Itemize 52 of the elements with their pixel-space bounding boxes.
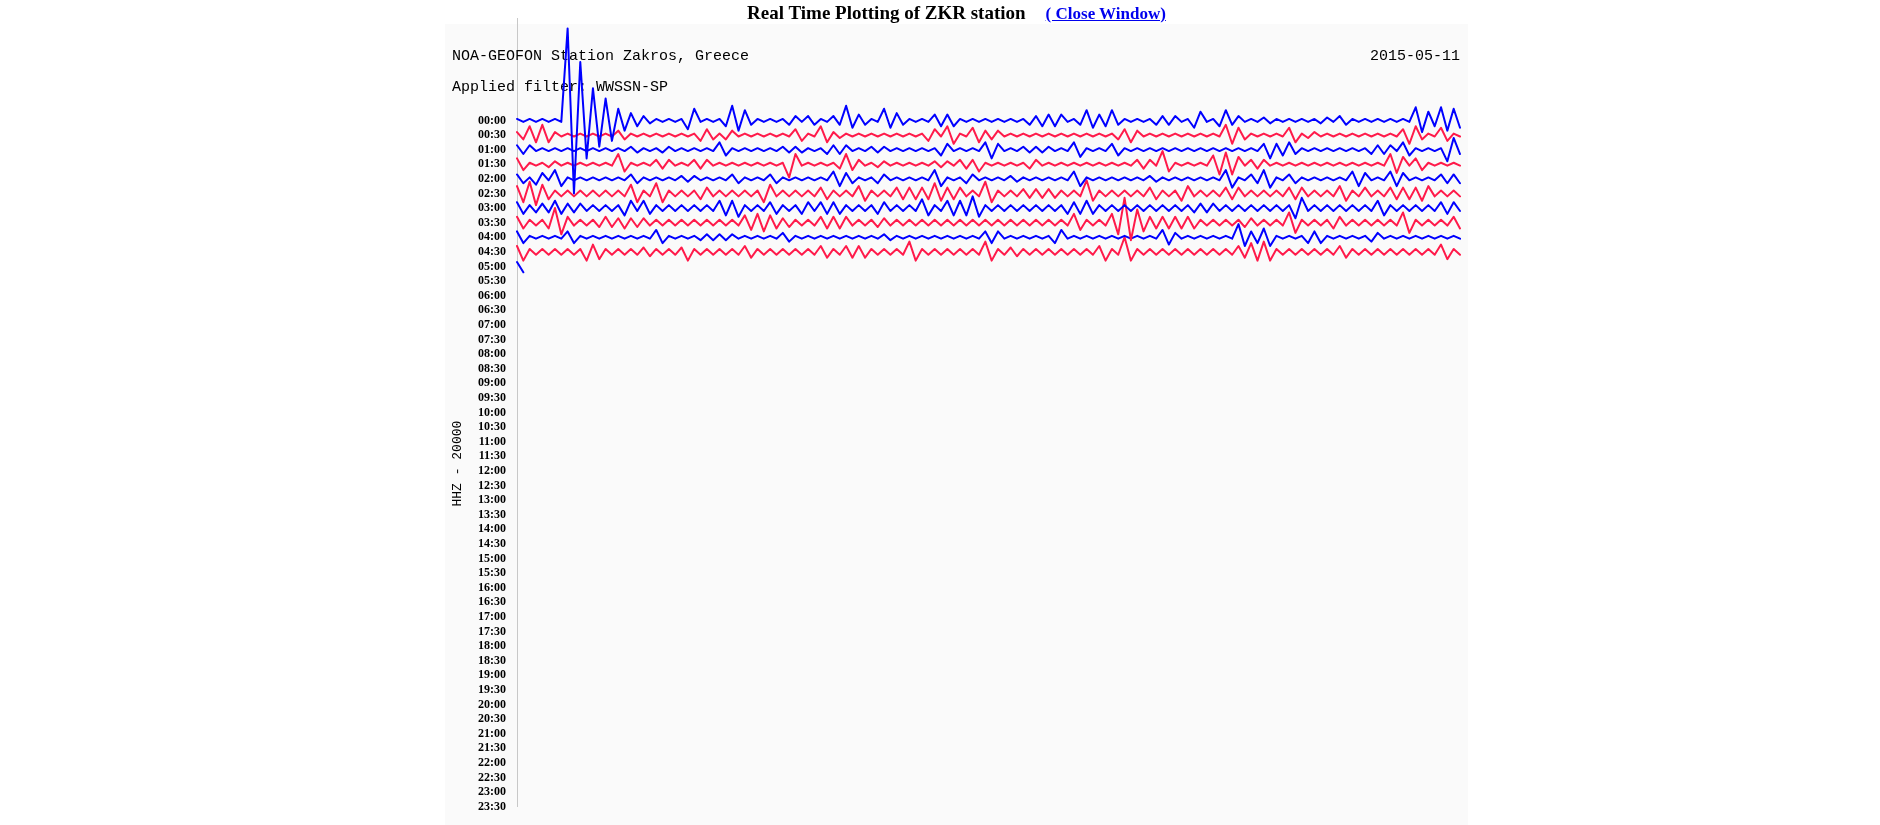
y-tick-label: 00:30: [478, 127, 506, 142]
annotation: ( Close Window): [1045, 4, 1166, 23]
annotation: 2015-05-11: [1369, 47, 1460, 65]
y-tick-label: 04:30: [478, 243, 506, 258]
y-axis-title: HHZ - 20000: [450, 420, 466, 507]
y-tick-label: 09:30: [478, 389, 506, 404]
y-tick-label: 22:00: [478, 755, 506, 770]
y-tick-label: 04:00: [478, 229, 506, 244]
y-tick-label: 15:30: [478, 565, 506, 580]
y-tick-label: 17:00: [478, 609, 506, 624]
y-tick-label: 16:30: [478, 594, 506, 609]
y-tick-label: 11:00: [478, 433, 506, 448]
y-tick-label: 02:30: [478, 185, 506, 200]
y-tick-label: 09:00: [478, 375, 506, 390]
y-tick-label: 21:00: [478, 725, 506, 740]
y-tick-label: 13:30: [478, 506, 506, 521]
y-tick-label: 08:00: [478, 346, 506, 361]
y-tick-label: 17:30: [478, 623, 506, 638]
y-tick-label: 18:00: [478, 638, 506, 653]
y-tick-label: 03:00: [478, 200, 506, 215]
y-tick-label: 20:00: [478, 696, 506, 711]
y-tick-label: 22:30: [478, 769, 506, 784]
y-tick-label: 19:30: [478, 682, 506, 697]
y-tick-label: 12:00: [478, 463, 506, 478]
y-tick-label: 16:00: [478, 579, 506, 594]
y-tick-label: 10:00: [478, 404, 506, 419]
y-tick-label: 13:00: [478, 492, 506, 507]
y-tick-label: 01:30: [478, 156, 506, 171]
y-tick-label: 03:30: [478, 214, 506, 229]
y-tick-label: 06:00: [478, 287, 506, 302]
y-tick-label: 14:30: [478, 536, 506, 551]
y-tick-label: 14:00: [478, 521, 506, 536]
y-tick-label: 21:30: [478, 740, 506, 755]
y-tick-label: 10:30: [478, 419, 506, 434]
y-tick-label: 23:30: [478, 798, 506, 813]
y-tick-label: 01:00: [478, 141, 506, 156]
y-tick-label: 06:30: [478, 302, 506, 317]
y-tick-label: 15:00: [478, 550, 506, 565]
y-tick-label: 11:30: [478, 448, 506, 463]
y-tick-label: 05:30: [478, 273, 506, 288]
y-tick-label: 08:30: [478, 360, 506, 375]
y-tick-label: 23:00: [478, 784, 506, 799]
y-tick-label: 00:00: [478, 112, 506, 127]
y-tick-label: 20:30: [478, 711, 506, 726]
y-tick-label: 12:30: [478, 477, 506, 492]
y-tick-label: 18:30: [478, 652, 506, 667]
chart-title: Real Time Plotting of ZKR station: [747, 2, 1026, 23]
y-tick-label: 07:30: [478, 331, 506, 346]
y-tick-label: 05:00: [478, 258, 506, 273]
y-tick-label: 19:00: [478, 667, 506, 682]
y-tick-label: 07:00: [478, 316, 506, 331]
y-tick-label: 02:00: [478, 170, 506, 185]
